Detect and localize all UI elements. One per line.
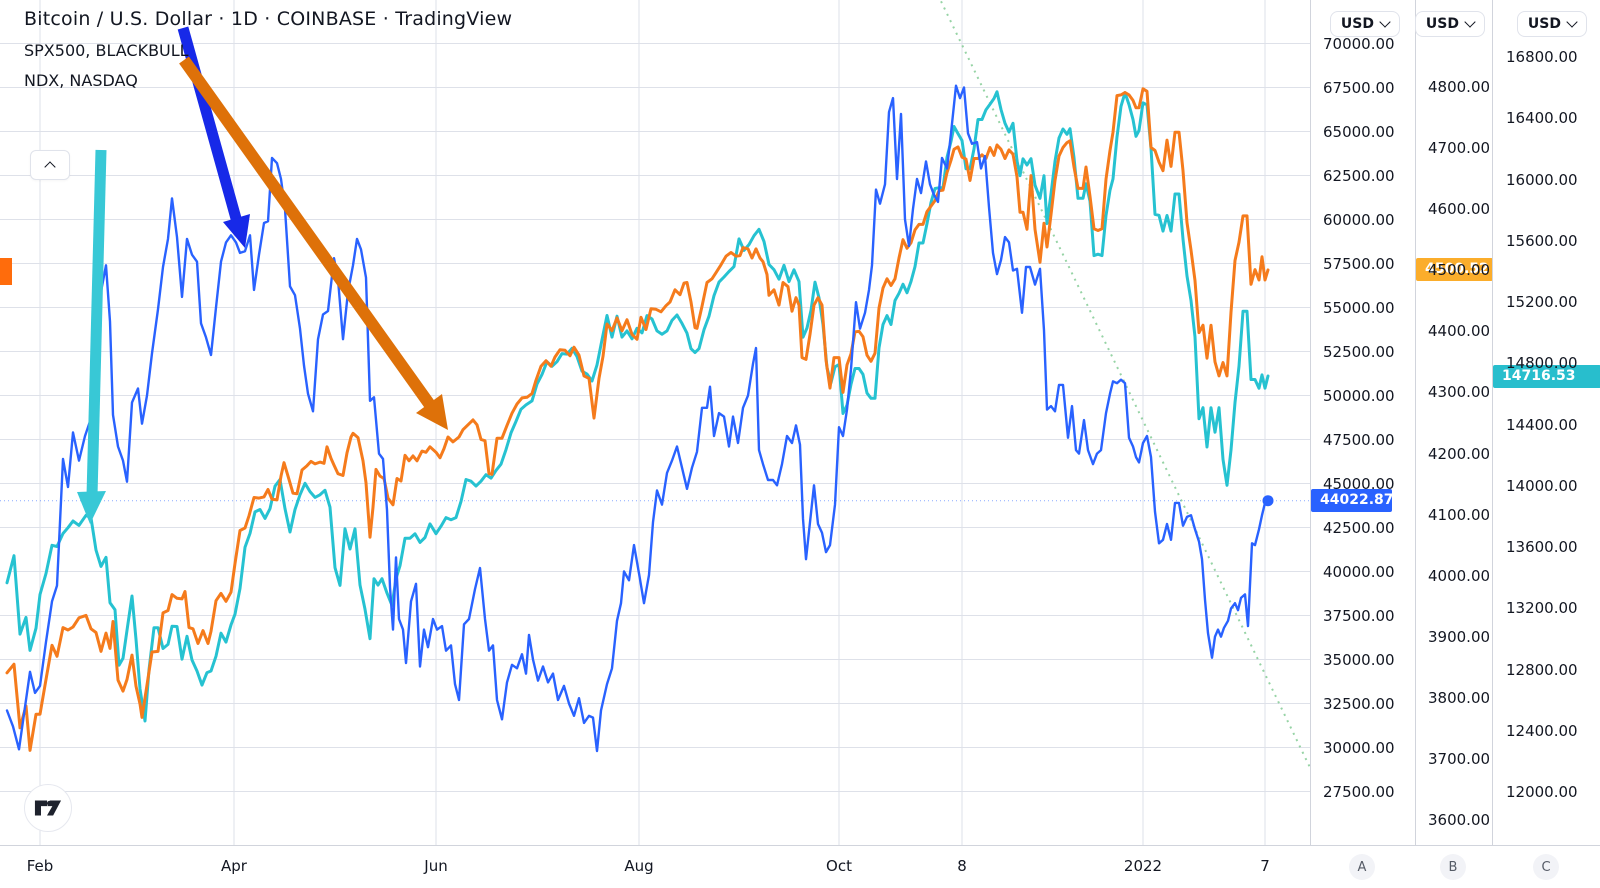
price-scale-btc[interactable]: USD 44022.87 70000.00 67500.00 65000.00 625… (1310, 0, 1416, 888)
price-tick-btc: 52500.00 (1323, 342, 1395, 361)
price-tick-spx: 3800.00 (1428, 688, 1491, 707)
time-tick-feb: Feb (26, 857, 54, 875)
tradingview-logo[interactable] (24, 784, 72, 832)
price-tick-spx: 4500.00 (1428, 261, 1491, 280)
scale-badge-b[interactable]: B (1440, 854, 1466, 880)
price-tick-btc: 37500.00 (1323, 606, 1395, 625)
cyan-down-arrow[interactable] (77, 149, 107, 524)
tradingview-logo-glyph (34, 800, 62, 816)
time-axis[interactable]: Feb Apr Jun Aug Oct 8 2022 7 A B C (0, 845, 1600, 888)
price-tick-spx: 3600.00 (1428, 811, 1491, 829)
price-tick-spx: 4300.00 (1428, 383, 1491, 402)
price-tick-ndx: 16800.00 (1506, 48, 1578, 66)
price-tick-btc: 50000.00 (1323, 386, 1395, 405)
series-line-btcusd[interactable] (5, 84, 1270, 753)
last-price-label-ndx: 14716.53 (1493, 364, 1600, 388)
price-tick-ndx: 12800.00 (1506, 660, 1578, 679)
chevron-down-icon (1379, 16, 1391, 28)
overlay-row-spx500[interactable]: SPX500, BLACKBULL (24, 41, 189, 60)
time-tick-aug: Aug (624, 857, 654, 875)
price-tick-btc: 55000.00 (1323, 298, 1395, 317)
price-tick-ndx: 14000.00 (1506, 476, 1578, 495)
currency-dropdown-ndx-label: USD (1527, 16, 1561, 32)
price-tick-ndx: 13600.00 (1506, 538, 1578, 556)
series-edge-marker (0, 258, 12, 285)
price-tick-ndx: 16400.00 (1506, 109, 1578, 128)
price-tick-ndx: 14800.00 (1506, 354, 1578, 373)
last-price-label-btc: 44022.87 (1311, 489, 1394, 513)
price-tick-btc: 57500.00 (1323, 254, 1395, 273)
price-tick-btc: 60000.00 (1323, 210, 1395, 229)
price-tick-btc: 65000.00 (1323, 122, 1395, 141)
symbol-title[interactable]: Bitcoin / U.S. Dollar · 1D · COINBASE · … (24, 8, 513, 30)
currency-dropdown-spx-label: USD (1425, 16, 1459, 32)
price-tick-btc: 27500.00 (1323, 782, 1395, 801)
price-tick-spx: 4600.00 (1428, 200, 1491, 219)
last-price-label-spx: 4500.52 (1416, 258, 1493, 282)
price-tick-btc: 35000.00 (1323, 650, 1395, 669)
grid (0, 0, 1310, 845)
price-tick-ndx: 14400.00 (1506, 415, 1578, 434)
price-tick-btc: 70000.00 (1323, 34, 1395, 53)
chevron-down-icon (1566, 16, 1578, 28)
chevron-down-icon (1464, 16, 1476, 28)
chart-legend: Bitcoin / U.S. Dollar · 1D · COINBASE · … (24, 8, 512, 90)
price-tick-btc: 67500.00 (1323, 78, 1395, 97)
price-tick-btc: 42500.00 (1323, 518, 1395, 537)
collapse-legend-button[interactable] (30, 150, 70, 180)
scale-badge-a[interactable]: A (1349, 854, 1375, 880)
series-line-ndx[interactable] (5, 90, 1270, 723)
price-tick-spx: 3900.00 (1428, 627, 1491, 646)
currency-dropdown-btc-label: USD (1340, 16, 1374, 32)
chart-canvas[interactable] (0, 0, 1310, 845)
trendline-drawing[interactable] (938, 0, 1310, 780)
price-tick-btc: 32500.00 (1323, 694, 1395, 713)
time-tick-2022: 2022 (1123, 857, 1163, 875)
price-tick-ndx: 15200.00 (1506, 293, 1578, 311)
price-tick-btc: 30000.00 (1323, 738, 1395, 757)
price-tick-spx: 4200.00 (1428, 444, 1491, 463)
price-tick-spx: 4400.00 (1428, 322, 1491, 341)
time-tick-apr: Apr (221, 857, 247, 875)
price-tick-spx: 3700.00 (1428, 749, 1491, 768)
price-scale-spx500[interactable]: USD 4500.52 4800.00 4700.00 4600.00 4500.00… (1414, 0, 1493, 888)
price-tick-spx: 4800.00 (1428, 78, 1491, 96)
currency-dropdown-spx[interactable]: USD (1414, 11, 1485, 37)
price-tick-spx: 4100.00 (1428, 505, 1491, 524)
currency-dropdown-btc[interactable]: USD (1329, 11, 1400, 37)
orange-down-right-arrow[interactable] (179, 56, 448, 430)
price-tick-spx: 4000.00 (1428, 566, 1491, 585)
time-tick-jun: Jun (424, 857, 448, 875)
price-tick-btc: 47500.00 (1323, 430, 1395, 449)
chart-pane[interactable]: Bitcoin / U.S. Dollar · 1D · COINBASE · … (0, 0, 1310, 845)
time-tick-8: 8 (957, 857, 967, 875)
currency-dropdown-ndx[interactable]: USD (1516, 11, 1587, 37)
last-price-dot (1262, 495, 1274, 507)
blue-down-right-arrow[interactable] (177, 26, 250, 248)
overlay-row-ndx[interactable]: NDX, NASDAQ (24, 71, 138, 90)
price-tick-btc: 62500.00 (1323, 166, 1395, 185)
price-tick-spx: 4700.00 (1428, 139, 1491, 158)
price-tick-btc: 40000.00 (1323, 562, 1395, 581)
chevron-up-icon (44, 161, 56, 173)
time-tick-oct: Oct (826, 857, 852, 875)
price-scale-ndx[interactable]: USD 14716.53 16800.00 16400.00 16000.00 156… (1492, 0, 1600, 888)
price-tick-ndx: 13200.00 (1506, 599, 1578, 618)
series-line-spx500[interactable] (5, 87, 1270, 752)
price-tick-ndx: 12400.00 (1506, 721, 1578, 740)
time-tick-7: 7 (1260, 857, 1270, 875)
price-tick-btc: 45000.00 (1323, 474, 1395, 493)
price-tick-ndx: 16000.00 (1506, 170, 1578, 189)
scale-badge-c[interactable]: C (1533, 854, 1559, 880)
price-tick-ndx: 12000.00 (1506, 783, 1578, 801)
price-tick-ndx: 15600.00 (1506, 231, 1578, 250)
